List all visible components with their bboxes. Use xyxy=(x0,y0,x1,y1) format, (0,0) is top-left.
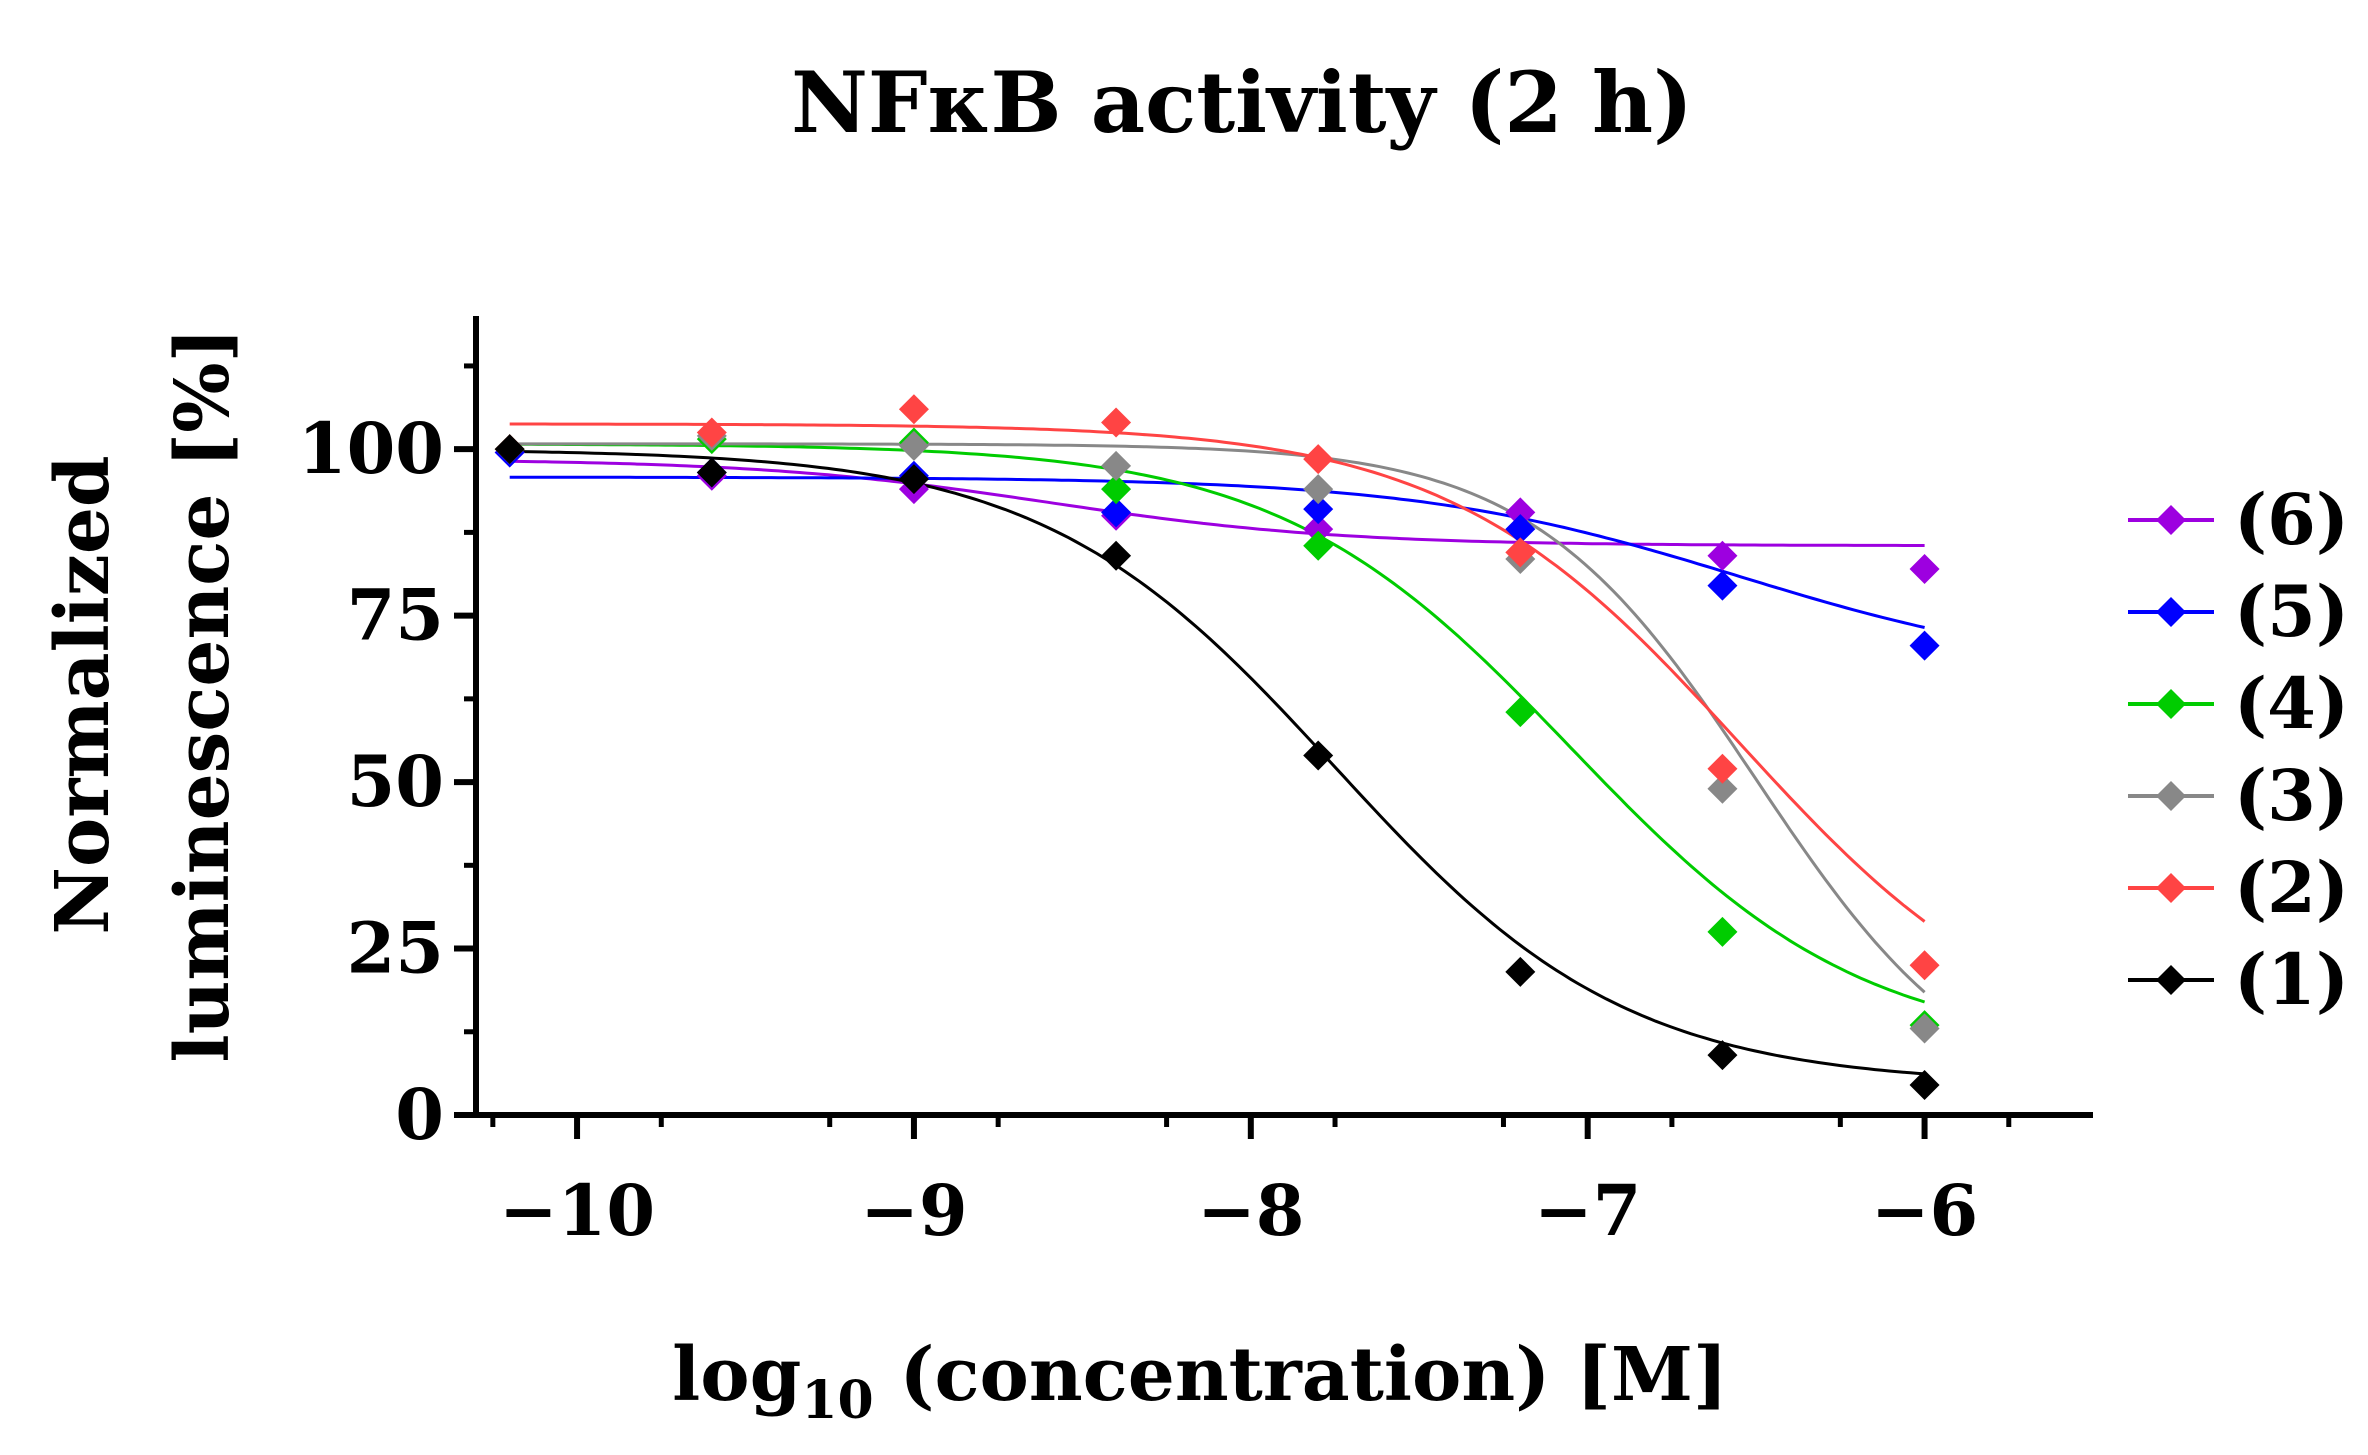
y-tick-label: 25 xyxy=(347,907,444,990)
fit-curve-2 xyxy=(509,422,1926,923)
legend-label: (1) xyxy=(2234,938,2349,1021)
fit-curve-1 xyxy=(509,449,1925,1076)
data-point-4 xyxy=(1505,697,1536,728)
fit-curve-5 xyxy=(509,475,1925,629)
legend-item-5: (5) xyxy=(2128,570,2349,653)
data-point-2 xyxy=(696,417,727,448)
legend-swatch-marker xyxy=(2156,781,2186,811)
x-tick-label: −10 xyxy=(499,1169,655,1252)
data-markers xyxy=(494,394,1940,1101)
data-point-6 xyxy=(1303,514,1334,545)
legend-item-1: (1) xyxy=(2128,938,2349,1021)
data-point-1 xyxy=(1303,740,1334,771)
data-point-6 xyxy=(1909,554,1940,585)
data-point-4 xyxy=(1303,530,1334,561)
fit-lines xyxy=(509,422,1926,1076)
data-point-1 xyxy=(1505,956,1536,987)
data-point-1 xyxy=(494,434,525,465)
x-tick-label: −9 xyxy=(860,1169,967,1252)
data-point-6 xyxy=(1707,540,1738,571)
x-axis-title-subscript: 10 xyxy=(801,1370,873,1431)
legend: (6) (5) (4) (3) (2) (1) xyxy=(2128,478,2349,1021)
data-point-2 xyxy=(898,394,929,425)
fit-curve-6 xyxy=(509,459,1925,547)
data-point-1 xyxy=(1707,1040,1738,1071)
data-point-3 xyxy=(1909,1013,1940,1044)
data-point-3 xyxy=(1303,474,1334,505)
data-point-5 xyxy=(1505,514,1536,545)
data-point-4 xyxy=(1101,474,1132,505)
legend-label: (5) xyxy=(2234,570,2349,653)
data-point-2 xyxy=(1707,753,1738,784)
legend-item-6: (6) xyxy=(2128,478,2349,561)
data-point-2 xyxy=(1909,950,1940,981)
data-point-5 xyxy=(1101,497,1132,528)
data-point-5 xyxy=(1909,630,1940,661)
data-point-4 xyxy=(1707,916,1738,947)
data-point-3 xyxy=(1707,773,1738,804)
fit-curve-4 xyxy=(509,442,1926,1004)
x-tick-label: −7 xyxy=(1534,1169,1641,1252)
y-tick-label: 75 xyxy=(347,574,444,657)
data-point-1 xyxy=(898,464,929,495)
y-axis-title: Normalized luminescence [%] xyxy=(40,327,246,1062)
legend-swatch-marker xyxy=(2156,689,2186,719)
data-point-2 xyxy=(1303,444,1334,475)
legend-swatch-marker xyxy=(2156,965,2186,995)
legend-label: (4) xyxy=(2234,662,2349,745)
x-axis-title: log10 (concentration) [M] xyxy=(672,1332,1728,1431)
data-point-2 xyxy=(1101,407,1132,438)
y-axis-title-line2: luminescence [%] xyxy=(160,327,246,1062)
legend-label: (2) xyxy=(2234,846,2349,929)
legend-swatch-marker xyxy=(2156,597,2186,627)
data-point-2 xyxy=(1505,537,1536,568)
x-axis-title-log: log xyxy=(672,1332,801,1418)
data-point-5 xyxy=(1303,494,1334,525)
legend-label: (6) xyxy=(2234,478,2349,561)
data-point-6 xyxy=(1505,497,1536,528)
data-point-3 xyxy=(898,430,929,461)
legend-swatch-marker xyxy=(2156,505,2186,535)
x-tick-label: −8 xyxy=(1197,1169,1304,1252)
y-tick-label: 50 xyxy=(347,740,444,823)
data-point-5 xyxy=(1707,570,1738,601)
legend-label: (3) xyxy=(2234,754,2349,837)
x-tick-label: −6 xyxy=(1871,1169,1978,1252)
y-axis-title-line1: Normalized xyxy=(40,455,126,934)
data-point-1 xyxy=(1101,540,1132,571)
legend-swatch-marker xyxy=(2156,873,2186,903)
data-point-1 xyxy=(696,457,727,488)
data-point-3 xyxy=(1101,450,1132,481)
legend-item-4: (4) xyxy=(2128,662,2349,745)
chart-title: NFκB activity (2 h) xyxy=(791,53,1693,152)
data-point-1 xyxy=(1909,1070,1940,1101)
y-tick-label: 100 xyxy=(298,407,444,490)
x-axis-title-rest: (concentration) [M] xyxy=(874,1332,1728,1418)
axes: 0 25 50 75 100 −10 −9 −8 −7 −6 xyxy=(298,316,2093,1252)
legend-item-2: (2) xyxy=(2128,846,2349,929)
y-tick-label: 0 xyxy=(395,1073,444,1156)
fit-curve-3 xyxy=(509,442,1926,994)
legend-item-3: (3) xyxy=(2128,754,2349,837)
